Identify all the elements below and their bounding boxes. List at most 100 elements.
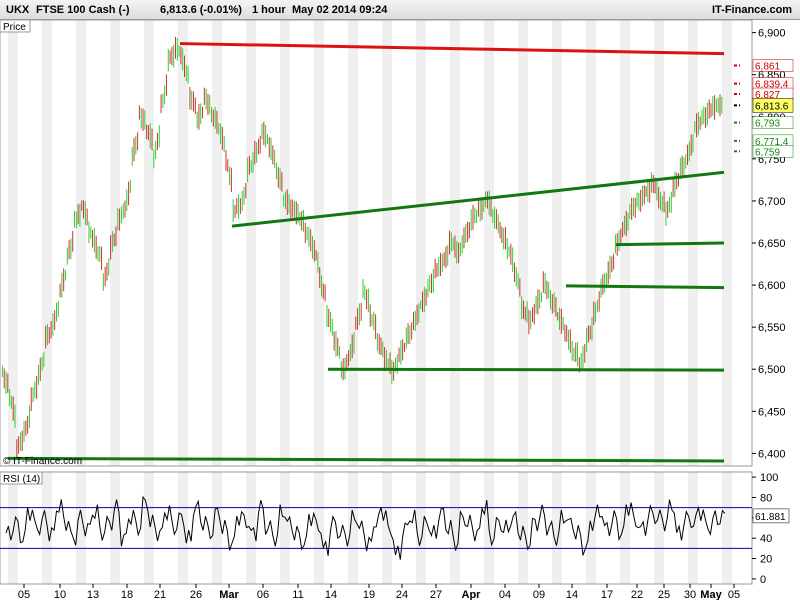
x-tick-label: 18 <box>121 589 133 600</box>
rsi-current-box <box>752 508 790 524</box>
rsi-bg-stripe <box>212 472 222 584</box>
rsi-bg-stripe <box>688 472 698 584</box>
rsi-bg-stripe <box>246 472 256 584</box>
price-bg-stripe <box>246 20 256 466</box>
price-bg-stripe <box>348 20 358 466</box>
price-tick-label: 6,450 <box>758 406 786 418</box>
x-tick-label: 26 <box>190 589 202 600</box>
rsi-current-label: 61.881 <box>755 512 786 523</box>
trendlines <box>7 42 725 463</box>
price-bg-stripe <box>484 20 494 466</box>
price-bg-stripe <box>212 20 222 466</box>
x-tick-label: 25 <box>658 589 670 600</box>
level-label: 6,839.4 <box>755 80 789 91</box>
price-tick-label: 6,900 <box>758 28 786 40</box>
price-levels: 6,861 6,839.46,827 6,793 6,771.46,759 6,813.… <box>734 59 794 158</box>
support-trendline <box>7 456 725 463</box>
price-bg-stripe <box>144 20 154 466</box>
price-tick-label: 6,600 <box>758 280 786 292</box>
rsi-bg-stripe <box>280 472 290 584</box>
rsi-label-box <box>0 471 43 485</box>
instrument-label: FTSE 100 Cash (-) <box>36 4 130 16</box>
rsi-line: 61.881 <box>5 495 790 560</box>
x-tick-label: 06 <box>257 589 269 600</box>
datetime-label: May 02 2014 09:24 <box>292 4 388 16</box>
level-label-box <box>752 116 794 129</box>
price-bg-stripe <box>518 20 528 466</box>
price-bg-stripe <box>42 20 52 466</box>
x-tick-label: 05 <box>18 589 30 600</box>
x-tick-label: 10 <box>54 589 66 600</box>
price-bg-stripe <box>416 20 426 466</box>
x-tick-label: Mar <box>219 589 239 600</box>
rsi-bg-stripe <box>416 472 426 584</box>
support-trendline <box>327 367 725 372</box>
x-tick-label: 30 <box>684 589 696 600</box>
rsi-series-line <box>5 495 726 560</box>
price-bg-stripe <box>8 20 18 466</box>
rsi-tick-label: 0 <box>760 574 766 586</box>
current-price-label: 6,813.6 <box>755 101 789 112</box>
price-axis: 6,9006,8506,8006,7506,7006,6506,6006,550… <box>752 28 786 460</box>
price-bg-stripe <box>382 20 392 466</box>
rsi-tick-label: 20 <box>760 554 772 566</box>
price-label-box <box>0 19 31 33</box>
rsi-bg-stripe <box>110 472 120 584</box>
resistance-trendline <box>179 42 725 56</box>
last-change-label: 6,813.6 (-0.01%) <box>160 4 242 16</box>
candles <box>1 36 723 458</box>
watermark: © IT-Finance.com <box>3 456 82 467</box>
price-bg-stripe <box>314 20 324 466</box>
price-tick-label: 6,700 <box>758 196 786 208</box>
x-tick-label: 14 <box>566 589 578 600</box>
level-label: 6,793 <box>755 119 780 130</box>
level-label: 6,861 <box>755 61 780 72</box>
rsi-tick-label: 80 <box>760 492 772 504</box>
x-tick-label: 04 <box>499 589 511 600</box>
rsi-bg-stripe <box>144 472 154 584</box>
price-bg-stripe <box>552 20 562 466</box>
level-label: 6,771.4 <box>755 137 789 148</box>
price-tick-label: 6,650 <box>758 238 786 250</box>
x-axis: 05 10 13 18 21 26 Mar 06 11 14 19 24 27 Apr 04 09 14 17 22… <box>18 584 740 600</box>
x-tick-label: 17 <box>601 589 613 600</box>
level-label-box <box>752 59 794 72</box>
level-label: 6,759 <box>755 147 780 158</box>
price-bg-stripe <box>178 20 188 466</box>
x-tick-label: May <box>700 589 722 600</box>
price-bg-stripe <box>280 20 290 466</box>
rsi-bg-stripe <box>382 472 392 584</box>
x-tick-label: 14 <box>325 589 337 600</box>
price-bg-stripe <box>620 20 630 466</box>
rsi-tick-label: 40 <box>760 533 772 545</box>
rsi-bg-stripe <box>722 472 732 584</box>
rsi-bg-stripe <box>552 472 562 584</box>
price-panel-label: Price <box>3 22 26 33</box>
rsi-bg-stripe <box>178 472 188 584</box>
support-trendline <box>615 241 725 247</box>
x-tick-label: 19 <box>363 589 375 600</box>
symbol-label: UKX <box>6 4 30 16</box>
chart-area: 6,9006,8506,8006,7506,7006,6506,6006,550… <box>0 19 800 600</box>
rsi-bg-stripe <box>314 472 324 584</box>
current-price-box <box>752 98 794 113</box>
support-trendline <box>565 284 725 290</box>
support-trendline <box>231 170 725 228</box>
timeframe-label: 1 hour <box>252 4 286 16</box>
price-bg-stripe <box>586 20 596 466</box>
rsi-panel-label: RSI (14) <box>3 474 40 485</box>
x-tick-label: 27 <box>430 589 442 600</box>
x-tick-label: 21 <box>154 589 166 600</box>
x-tick-label: 09 <box>533 589 545 600</box>
x-tick-label: 11 <box>292 589 303 600</box>
price-bg-stripe <box>722 20 732 466</box>
x-tick-label: 24 <box>396 589 408 600</box>
x-tick-label: 22 <box>631 589 643 600</box>
brand-label: IT-Finance.com <box>712 4 793 16</box>
x-tick-label: 13 <box>87 589 99 600</box>
rsi-bg-stripe <box>654 472 664 584</box>
level-label-box <box>752 145 794 158</box>
price-tick-label: 6,500 <box>758 364 786 376</box>
rsi-bg-stripe <box>76 472 86 584</box>
chart-svg: 6,9006,8506,8006,7506,7006,6506,6006,550… <box>0 19 800 600</box>
